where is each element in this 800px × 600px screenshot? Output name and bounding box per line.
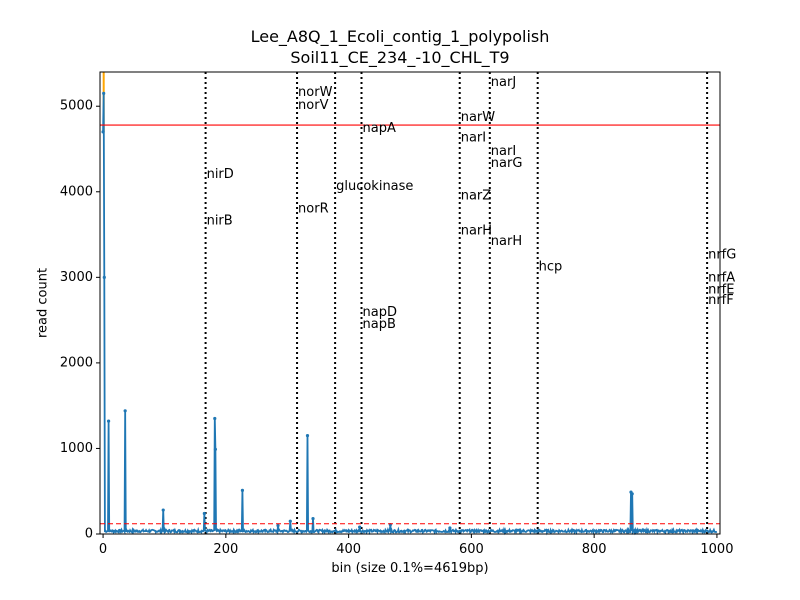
gene-label: narZ xyxy=(461,189,492,204)
data-point xyxy=(213,416,217,421)
gene-label: narG xyxy=(491,156,523,171)
gene-label: norR xyxy=(298,201,329,216)
gene-label: nrfA xyxy=(708,271,735,286)
gene-label: glucokinase xyxy=(336,179,413,194)
x-tick-label: 400 xyxy=(336,542,361,557)
data-point xyxy=(102,91,106,95)
gene-label: napD xyxy=(363,305,397,320)
gene-label: nrfG xyxy=(708,248,736,263)
y-tick-label: 4000 xyxy=(60,184,93,199)
data-point xyxy=(448,526,452,530)
y-tick-label: 0 xyxy=(85,527,93,542)
gene-label: nirD xyxy=(207,167,234,182)
y-tick-label: 2000 xyxy=(60,355,93,370)
chart-title-line-2: Soil11_CE_234_-10_CHL_T9 xyxy=(290,48,510,67)
data-point xyxy=(123,409,127,413)
x-tick-label: 800 xyxy=(582,542,607,557)
gene-label: narI xyxy=(491,144,516,159)
data-point xyxy=(311,517,315,521)
gene-label: narH xyxy=(491,234,522,249)
gene-label: narW xyxy=(461,110,496,125)
gene-label: narH xyxy=(461,224,492,239)
data-point xyxy=(288,519,292,523)
gene-label: nirB xyxy=(207,213,233,228)
data-point xyxy=(240,488,245,492)
data-point xyxy=(630,492,634,496)
series-line xyxy=(102,93,718,536)
data-point xyxy=(101,130,105,134)
data-point xyxy=(358,525,362,529)
y-axis-label: read count xyxy=(35,267,51,339)
data-point xyxy=(305,434,310,438)
gene-label: norV xyxy=(298,98,329,113)
data-point xyxy=(276,523,280,528)
gene-label: nrfE xyxy=(708,283,734,298)
x-tick-label: 0 xyxy=(99,542,107,557)
gene-label: hcp xyxy=(539,260,563,275)
data-point xyxy=(213,447,218,451)
y-tick-label: 5000 xyxy=(60,99,93,114)
gene-label: napB xyxy=(363,317,396,332)
plot-frame xyxy=(99,71,721,535)
y-tick-label: 3000 xyxy=(60,270,93,285)
gene-label: narJ xyxy=(491,75,516,90)
data-point xyxy=(102,275,106,279)
x-tick-label: 1000 xyxy=(700,542,733,557)
y-tick-label: 1000 xyxy=(60,441,93,456)
gene-label: napA xyxy=(363,121,396,136)
gene-label: nrfF xyxy=(708,293,734,308)
data-point xyxy=(161,508,165,512)
x-tick-label: 200 xyxy=(213,542,238,557)
x-axis-label: bin (size 0.1%=4619bp) xyxy=(331,561,489,576)
data-point xyxy=(202,511,206,516)
gene-label: norW xyxy=(298,85,333,100)
chart-title-line-1: Lee_A8Q_1_Ecoli_contig_1_polypolish xyxy=(250,27,550,46)
x-tick-label: 600 xyxy=(459,542,484,557)
gene-label: narI xyxy=(461,130,486,145)
data-point xyxy=(106,419,111,423)
